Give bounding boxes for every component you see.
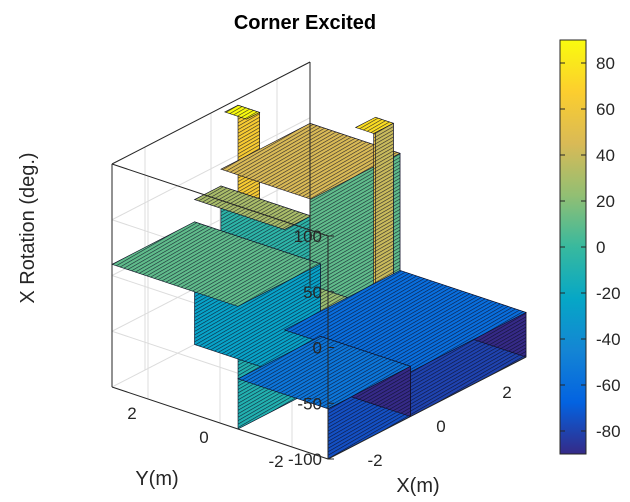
tick-labels: -100 -50 0 50 100 -2 0 2 -2 0 2 xyxy=(127,227,511,471)
x-tick-label: 2 xyxy=(502,383,511,402)
colorbar-ticks: -80 -60 -40 -20 0 20 40 60 80 xyxy=(560,54,621,441)
surface-top-face-mesh xyxy=(224,105,260,120)
surface-top-face-mesh xyxy=(194,185,311,230)
back-edge xyxy=(111,61,311,165)
surface-mesh xyxy=(111,104,527,460)
colorbar-tick-label: -20 xyxy=(596,284,621,303)
colorbar-tick-label: -80 xyxy=(596,422,621,441)
x-tick-label: 0 xyxy=(436,417,445,436)
y-axis-label: Y(m) xyxy=(135,468,178,490)
colorbar-tick-label: 80 xyxy=(596,54,615,73)
z-tick-label: 50 xyxy=(303,283,322,302)
surface-top-face-mesh xyxy=(112,221,321,307)
x-axis-line xyxy=(327,356,527,460)
colorbar-tick-label: 20 xyxy=(596,192,615,211)
y-tick-label: 2 xyxy=(127,404,136,423)
surface-top-face-mesh xyxy=(355,117,394,134)
chart-title: Corner Excited xyxy=(234,12,376,34)
x-axis-label: X(m) xyxy=(396,475,439,497)
y-axis-line xyxy=(111,386,329,460)
colorbar-tick-label: 60 xyxy=(596,100,615,119)
surface-top-face-mesh xyxy=(238,336,411,409)
z-tick-label: -50 xyxy=(297,394,322,413)
z-tick-label: -100 xyxy=(288,450,322,469)
z-axis-label: X Rotation (deg.) xyxy=(17,152,39,303)
colorbar-tick-label: -40 xyxy=(596,330,621,349)
back-edge xyxy=(111,163,329,237)
surface-side-face-mesh xyxy=(375,117,394,319)
colorbar-tick-label: 40 xyxy=(596,146,615,165)
colorbar-tick-label: 0 xyxy=(596,238,605,257)
y-tick-label: 0 xyxy=(199,428,208,447)
z-tick-label: 0 xyxy=(313,339,322,358)
colorbar-tick-label: -60 xyxy=(596,376,621,395)
y-tick-label: -2 xyxy=(268,452,283,471)
z-tick-label: 100 xyxy=(294,227,322,246)
x-tick-label: -2 xyxy=(367,451,382,470)
